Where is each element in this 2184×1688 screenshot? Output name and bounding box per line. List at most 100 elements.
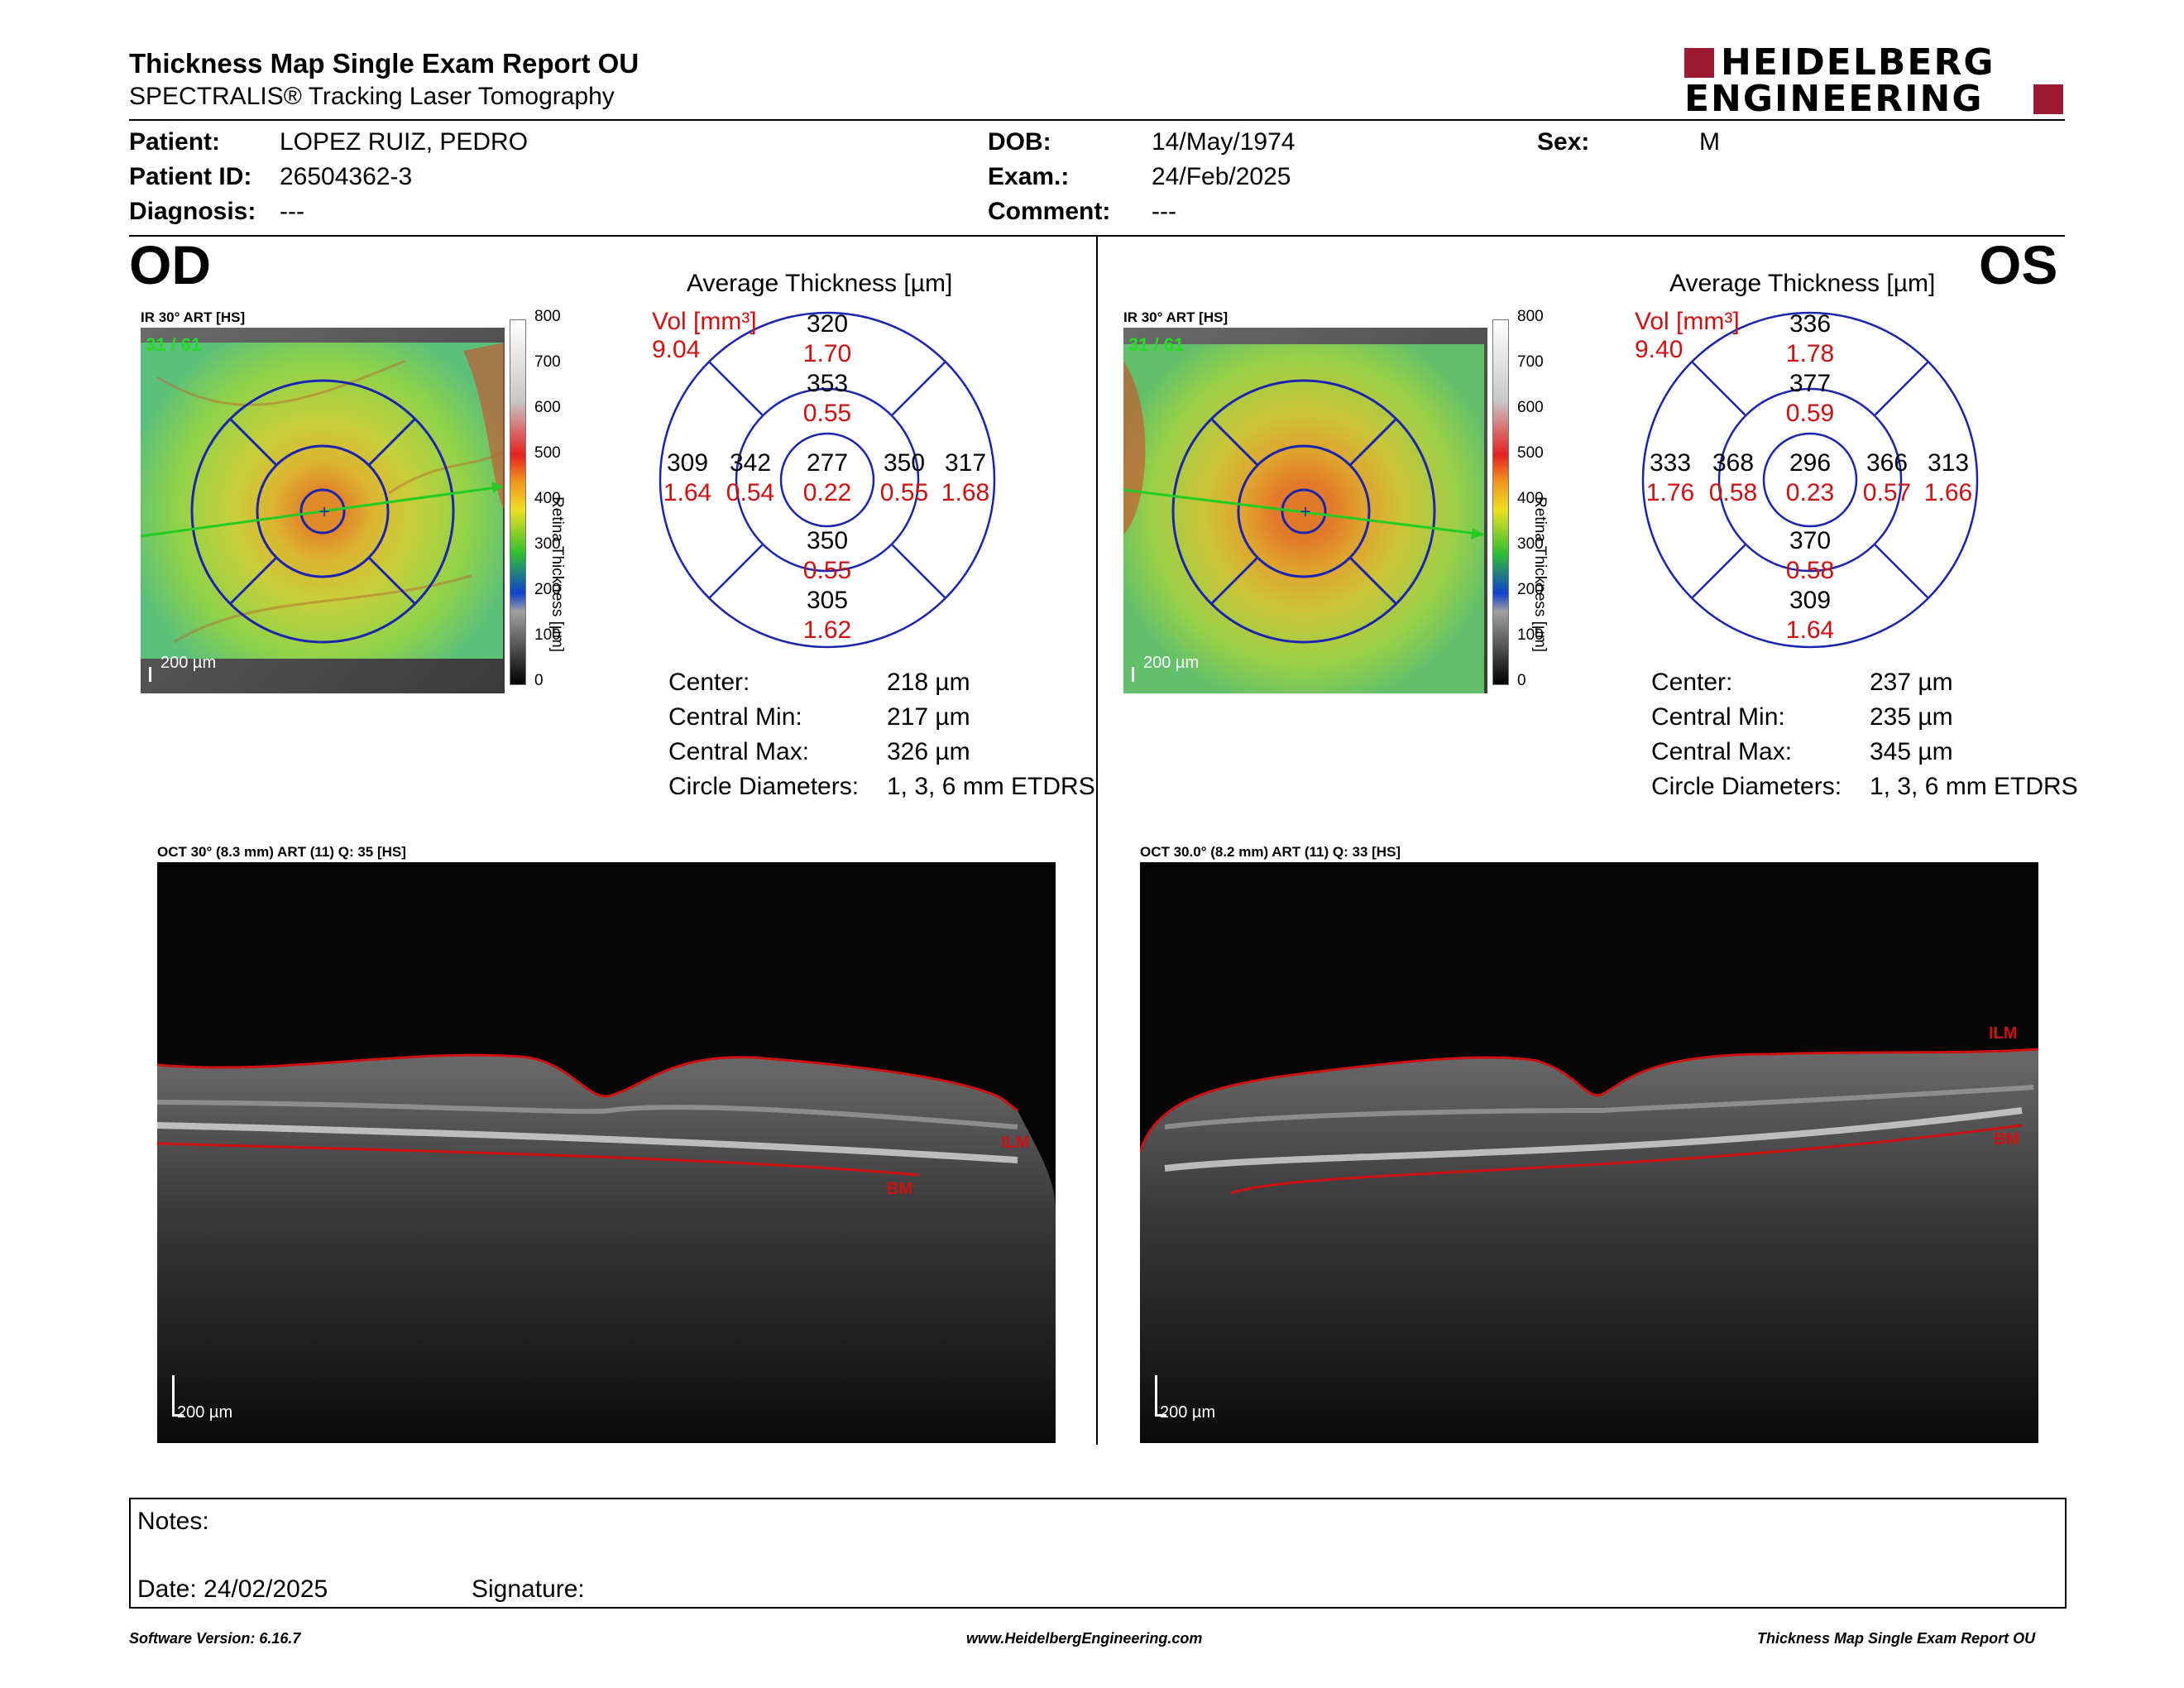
od-stat-min-label: Central Min: <box>668 703 802 731</box>
patient-name: LOPEZ RUIZ, PEDRO <box>280 128 529 156</box>
os-inner-right-thickness: 366 <box>1866 449 1909 477</box>
od-ilm-label: ILM <box>1001 1134 1030 1152</box>
os-scan-arrow <box>1471 528 1484 539</box>
od-inner-superior-thickness: 353 <box>806 370 849 397</box>
od-oct-scale-foot <box>172 1414 184 1417</box>
exam-value: 24/Feb/2025 <box>1152 163 1291 190</box>
od-outer-right-thickness: 317 <box>944 449 987 477</box>
od-outer-left-thickness: 309 <box>666 449 709 477</box>
os-stat-circle-value: 1, 3, 6 mm ETDRS <box>1870 773 2078 800</box>
od-avg-title: Average Thickness [µm] <box>687 270 953 297</box>
logo-square-top <box>1684 48 1714 78</box>
os-avg-title: Average Thickness [µm] <box>1669 270 1936 297</box>
os-ilm-label: ILM <box>1989 1024 2018 1043</box>
os-outer-superior-volume: 1.78 <box>1785 340 1835 367</box>
os-outer-superior-thickness: 336 <box>1789 310 1832 338</box>
od-stat-center-label: Center: <box>668 669 750 696</box>
od-stat-max-value: 326 µm <box>887 738 970 765</box>
od-outer-superior-thickness: 320 <box>806 310 849 338</box>
os-bm-label: BM <box>1994 1130 2020 1149</box>
os-tick: 100 <box>1517 626 1544 644</box>
od-inner-left-thickness: 342 <box>729 449 772 477</box>
os-inner-inferior-volume: 0.58 <box>1785 557 1835 584</box>
patient-label: Patient: <box>129 128 221 156</box>
od-colorbar-title: Retina Thickness [µm] <box>548 496 566 652</box>
od-etdrs-grid <box>190 379 455 644</box>
os-tick: 700 <box>1517 353 1544 371</box>
center-divider <box>1096 237 1098 1445</box>
od-outer-inferior-volume: 1.62 <box>802 616 852 644</box>
website-link[interactable]: www.HeidelbergEngineering.com <box>966 1630 1203 1647</box>
os-ir-label: IR 30° ART [HS] <box>1123 309 1228 325</box>
od-inner-inferior-volume: 0.55 <box>802 557 852 584</box>
os-etdrs-chart: Vol [mm³] 9.40 336 1.78 377 0.59 333 1.7… <box>1635 308 1984 655</box>
diagnosis-value: --- <box>280 198 304 225</box>
report-title: Thickness Map Single Exam Report OU <box>129 48 639 79</box>
os-outer-right-thickness: 313 <box>1927 449 1970 477</box>
od-tick: 400 <box>534 490 561 507</box>
od-inner-left-volume: 0.54 <box>726 479 775 506</box>
od-scan-line <box>140 485 504 538</box>
notes-label: Notes: <box>137 1508 209 1535</box>
os-map-scale-bar <box>1132 667 1134 682</box>
logo-line2: ENGINEERING <box>1684 78 1984 120</box>
os-stat-circle-label: Circle Diameters: <box>1651 773 1842 800</box>
os-tick: 400 <box>1517 490 1544 507</box>
os-vol-value: 9.40 <box>1635 336 1684 363</box>
os-stat-center-value: 237 µm <box>1870 669 1953 696</box>
od-colorbar <box>510 319 526 685</box>
os-bm-line <box>1230 1124 2023 1195</box>
od-outer-right-volume: 1.68 <box>941 479 990 506</box>
os-oct-scale-foot <box>1155 1414 1166 1417</box>
od-stat-max-label: Central Max: <box>668 738 810 765</box>
os-outer-inferior-thickness: 309 <box>1789 587 1832 614</box>
os-stat-min-value: 235 µm <box>1870 703 1953 731</box>
od-bm-label: BM <box>887 1180 913 1198</box>
footer-report-name: Thickness Map Single Exam Report OU <box>1757 1630 2036 1647</box>
os-fovea-marker: + <box>1299 503 1311 520</box>
od-etdrs-chart: Vol [mm³] 9.04 320 1.70 353 0.55 309 1.6… <box>652 308 1001 655</box>
os-scan-line <box>1123 488 1485 536</box>
os-tick: 300 <box>1517 535 1544 553</box>
os-oct-bscan: ILM BM 200 µm <box>1140 862 2038 1443</box>
od-tick: 100 <box>534 626 561 644</box>
od-inner-right-thickness: 350 <box>883 449 926 477</box>
os-inner-inferior-thickness: 370 <box>1789 527 1832 554</box>
od-eye-label: OD <box>129 234 211 295</box>
od-inner-superior-volume: 0.55 <box>802 400 852 427</box>
os-tick: 200 <box>1517 581 1544 598</box>
os-tick: 0 <box>1517 672 1526 689</box>
od-bm-line <box>157 1142 919 1177</box>
os-map-scale: 200 µm <box>1143 654 1200 672</box>
od-stat-min-value: 217 µm <box>887 703 970 731</box>
patient-rule <box>129 235 2065 237</box>
logo-line1: HEIDELBERG <box>1721 41 1995 84</box>
sex-value: M <box>1699 128 1720 156</box>
dob-value: 14/May/1974 <box>1152 128 1296 156</box>
od-rpe-band <box>157 1122 1018 1163</box>
od-ilm-line <box>157 1053 1018 1112</box>
os-center-thickness: 296 <box>1789 449 1832 477</box>
os-inner-right-volume: 0.57 <box>1862 479 1912 506</box>
comment-label: Comment: <box>988 198 1111 225</box>
logo-square-bottom <box>2033 84 2063 114</box>
os-outer-left-thickness: 333 <box>1649 449 1692 477</box>
od-outer-left-volume: 1.64 <box>663 479 712 506</box>
os-vol-label: Vol [mm³] <box>1635 308 1740 335</box>
od-fovea-marker: + <box>318 503 330 520</box>
notes-box[interactable]: Notes: Date: 24/02/2025 Signature: <box>129 1498 2067 1609</box>
od-frame-count: 31 / 61 <box>146 334 202 355</box>
sex-label: Sex: <box>1537 128 1590 156</box>
od-tick: 600 <box>534 399 561 416</box>
os-inner-left-volume: 0.58 <box>1708 479 1758 506</box>
od-stat-circle-label: Circle Diameters: <box>668 773 860 800</box>
os-tick: 800 <box>1517 308 1544 325</box>
os-outer-right-volume: 1.66 <box>1923 479 1973 506</box>
os-stat-max-value: 345 µm <box>1870 738 1953 765</box>
os-colorbar-ticks: 800 700 600 500 400 300 200 100 0 <box>1517 308 1555 689</box>
date-label: Date: 24/02/2025 <box>137 1575 328 1603</box>
os-inner-superior-volume: 0.59 <box>1785 400 1835 427</box>
od-tick: 0 <box>534 672 544 689</box>
od-map-scale: 200 µm <box>160 654 217 672</box>
os-stat-min-label: Central Min: <box>1651 703 1785 731</box>
